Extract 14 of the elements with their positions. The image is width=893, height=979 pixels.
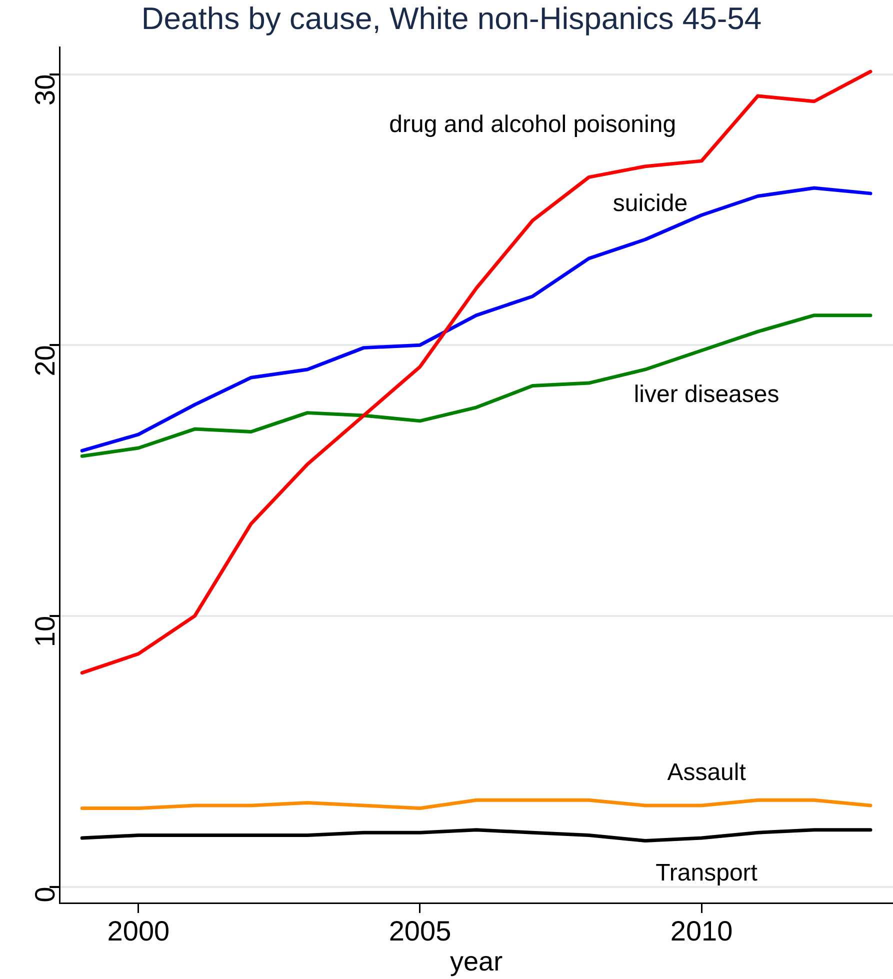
y-tick-label: 20 bbox=[29, 345, 60, 376]
series-label: Transport bbox=[656, 860, 758, 887]
series-label: liver diseases bbox=[634, 381, 780, 408]
x-axis-title: year bbox=[450, 946, 503, 976]
series-label: Assault bbox=[667, 759, 746, 786]
series-label: drug and alcohol poisoning bbox=[389, 111, 676, 138]
x-tick-label: 2000 bbox=[107, 916, 170, 947]
y-tick-label: 10 bbox=[29, 616, 60, 648]
chart-title: Deaths by cause, White non-Hispanics 45-54 bbox=[141, 1, 762, 36]
y-tick-label: 0 bbox=[29, 886, 60, 902]
series-label: suicide bbox=[612, 190, 688, 218]
x-tick-label: 2010 bbox=[670, 916, 733, 947]
y-tick-label: 30 bbox=[29, 74, 60, 106]
x-tick-label: 2005 bbox=[388, 916, 452, 947]
